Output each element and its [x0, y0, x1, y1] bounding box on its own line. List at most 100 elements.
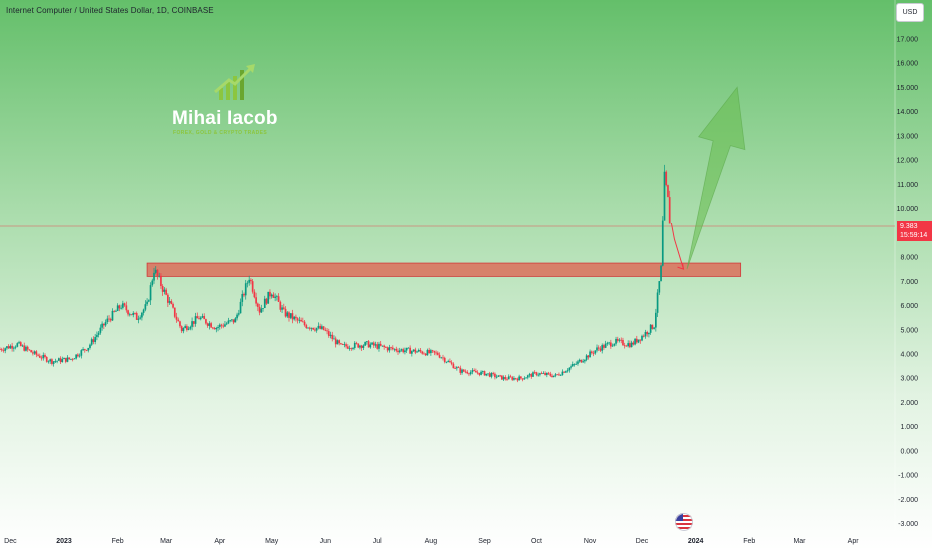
time-axis[interactable]: Dec 2023 Feb Mar Apr May Jun Jul Aug Sep Oct Nov Dec… [4, 538, 859, 545]
candle-body [331, 334, 334, 339]
price-tick-label: 1.000 [900, 424, 918, 431]
us-flag-icon[interactable] [675, 513, 693, 531]
candle-body [530, 374, 533, 377]
candle-body [639, 339, 642, 341]
candle-body [244, 283, 247, 296]
candle-body [443, 357, 446, 362]
candle-body [0, 349, 1, 350]
candle-body [454, 368, 456, 369]
candle-body [26, 346, 29, 350]
candle-body [163, 289, 166, 292]
candle-body [528, 374, 531, 376]
candle-body [33, 351, 36, 354]
candle-body [348, 348, 351, 350]
candle-body [495, 376, 498, 378]
candle-body [355, 342, 358, 344]
candle-body [623, 345, 626, 346]
candle-body [61, 359, 64, 363]
candle-body [603, 345, 605, 348]
pullback-arrow-head [677, 263, 685, 270]
candle-body [630, 342, 633, 348]
candle-body [551, 375, 553, 378]
candle-body [106, 318, 109, 323]
candle-body [433, 350, 436, 353]
candle-body [577, 361, 579, 364]
candle-body [128, 314, 131, 316]
candle-body [469, 372, 472, 375]
candle-body [90, 339, 93, 345]
candle-body [172, 303, 174, 308]
candle-body [222, 325, 225, 327]
candle-body [282, 307, 285, 309]
time-tick-label: May [265, 538, 279, 545]
candle-body [276, 296, 278, 298]
candle-body [525, 377, 527, 379]
candle-body [308, 327, 311, 329]
logo-name: Mihai Iacob [172, 108, 278, 129]
candle-body [258, 306, 261, 313]
candle-body [44, 355, 46, 357]
price-axis[interactable]: 18.00017.00016.00015.00014.00013.00012.0… [897, 12, 919, 528]
last-price-label: 9.383 15:59:14 [897, 221, 932, 241]
candle-body [213, 328, 216, 330]
candle-body [665, 171, 668, 186]
candle-body [7, 346, 10, 349]
candle-body [186, 326, 188, 330]
candle-body [627, 343, 630, 347]
candle-body [575, 363, 578, 365]
candle-body [565, 371, 567, 373]
candle-body [599, 348, 602, 351]
candle-body [653, 327, 655, 329]
candle-body [346, 346, 349, 349]
candle-body [485, 373, 488, 376]
candle-body [411, 351, 413, 354]
candle-body [611, 345, 614, 347]
candle-body [521, 378, 524, 380]
candle-body [625, 345, 628, 347]
candle-body [139, 317, 142, 319]
candle-body [23, 345, 26, 351]
time-tick-label: Apr [848, 538, 860, 545]
candle-body [118, 305, 121, 309]
candle-body [189, 326, 192, 329]
candle-body [296, 318, 299, 321]
candle-body [473, 370, 475, 371]
candle-body [364, 342, 366, 346]
price-tick-label: 2.000 [900, 400, 918, 407]
candle-body [321, 326, 323, 329]
candle-body [30, 350, 32, 353]
candle-body [80, 350, 83, 356]
candle-body [449, 360, 451, 363]
candle-body [68, 357, 71, 360]
candle-body [400, 349, 403, 351]
candle-body [253, 291, 256, 298]
price-tick-label: 15.000 [897, 85, 919, 92]
price-tick-label: 12.000 [897, 158, 919, 165]
candle-body [187, 328, 190, 330]
candle-body [417, 349, 420, 352]
candle-body [89, 344, 91, 348]
candle-body [386, 347, 389, 351]
candle-body [301, 321, 304, 323]
candle-body [471, 370, 474, 373]
candle-body [613, 343, 616, 346]
candle-body [362, 345, 365, 348]
candle-body [635, 338, 638, 343]
candle-body [430, 350, 432, 354]
candle-body [481, 371, 484, 372]
currency-selector[interactable]: USD [896, 3, 924, 22]
candle-body [606, 342, 609, 344]
candle-body [18, 342, 20, 344]
candle-body [589, 351, 591, 358]
bar-countdown: 15:59:14 [900, 232, 928, 239]
candle-body [137, 318, 140, 320]
candle-body [568, 367, 571, 371]
candle-body [649, 324, 652, 333]
candle-body [661, 220, 664, 266]
price-tick-label: 6.000 [900, 303, 918, 310]
candle-body [9, 345, 12, 349]
candle-body [130, 314, 133, 316]
candle-body [648, 332, 650, 335]
